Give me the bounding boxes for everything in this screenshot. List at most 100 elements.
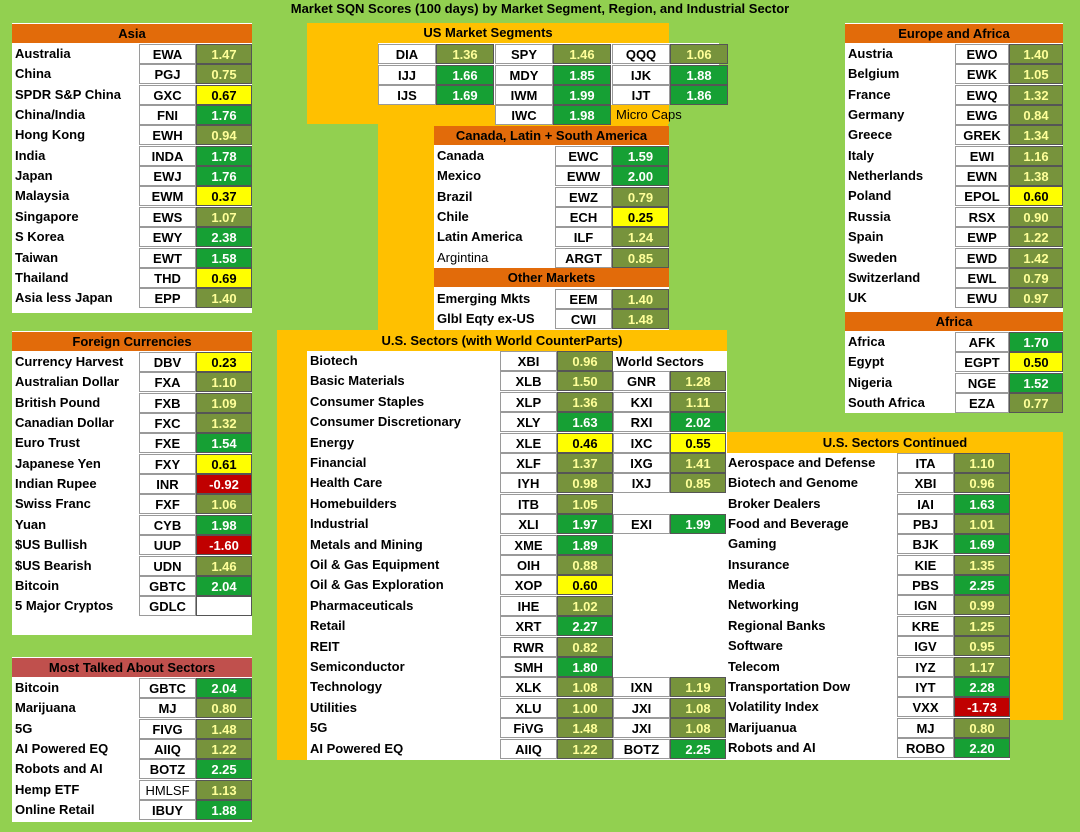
row-name: Aerospace and Defense (728, 455, 876, 470)
row-name: Bitcoin (15, 577, 60, 593)
ticker-cell: IJJ (378, 64, 436, 85)
ticker-cell: EWH (139, 125, 196, 146)
ticker-cell: AIIQ (139, 739, 196, 760)
ticker-cell: FXB (139, 392, 196, 413)
ticker-cell: GDLC (139, 596, 196, 617)
world-value-cell: 1.41 (670, 453, 726, 473)
sqn-value-cell: 1.86 (670, 85, 728, 105)
sqn-value-cell: 2.25 (954, 575, 1010, 596)
sqn-value-cell: 2.00 (612, 166, 669, 187)
row-name: Malaysia (15, 188, 70, 204)
row-name: Marijuana (15, 700, 76, 716)
world-ticker-cell: GNR (613, 371, 670, 392)
sqn-value-cell: -1.73 (954, 697, 1010, 718)
sqn-value-cell: 0.80 (196, 698, 252, 719)
sqn-value-cell: 0.67 (196, 84, 252, 105)
ticker-cell: UUP (139, 535, 196, 556)
world-ticker-cell: IXJ (613, 473, 670, 494)
sqn-value-cell: 0.84 (1009, 105, 1063, 126)
world-ticker-cell: IXC (613, 432, 670, 453)
ticker-cell: GREK (955, 125, 1009, 146)
sqn-value-cell: 1.42 (1009, 247, 1063, 268)
row-name: $US Bullish (15, 537, 88, 553)
sector-name: Basic Materials (310, 373, 405, 389)
sqn-value-cell: 1.98 (553, 105, 611, 125)
sqn-value-cell: 0.99 (954, 595, 1010, 616)
row-name: Indian Rupee (15, 476, 97, 492)
ticker-cell: XOP (500, 575, 557, 596)
sqn-value-cell: 2.20 (954, 737, 1010, 758)
ticker-cell: PBS (897, 575, 954, 596)
sqn-value-cell: 1.05 (1009, 64, 1063, 85)
sqn-value-cell: 2.38 (196, 227, 252, 248)
sqn-value-cell: 2.04 (196, 678, 252, 698)
sqn-value-cell: 1.66 (436, 64, 494, 85)
ticker-cell: RSX (955, 206, 1009, 227)
sqn-value-cell: 1.40 (612, 289, 669, 309)
ticker-cell: XRT (500, 616, 557, 637)
world-ticker-cell: JXI (613, 697, 670, 718)
world-ticker-cell: KXI (613, 391, 670, 412)
row-name: Canada (437, 148, 484, 163)
row-name: Japanese Yen (15, 455, 101, 471)
ticker-cell: EWL (955, 267, 1009, 288)
sqn-value-cell: 1.99 (553, 85, 611, 105)
sqn-value-cell: 1.48 (557, 718, 613, 739)
ticker-cell: EWM (139, 186, 196, 207)
row-name: Bitcoin (15, 680, 60, 695)
ticker-cell: PBJ (897, 514, 954, 535)
sqn-value-cell: 0.23 (196, 352, 252, 372)
sqn-value-cell: 1.06 (196, 494, 252, 515)
sqn-value-cell: 0.94 (196, 125, 252, 146)
sqn-value-cell: 1.63 (557, 412, 613, 433)
row-name: Spain (848, 229, 884, 245)
sqn-value-cell: 1.63 (954, 493, 1010, 514)
sqn-value-cell: 1.02 (557, 595, 613, 616)
row-name: France (848, 86, 891, 102)
other-markets-header: Other Markets (434, 268, 669, 287)
ticker-cell: EWZ (555, 186, 612, 207)
currencies-header: Foreign Currencies (12, 332, 252, 351)
row-name: Insurance (728, 556, 790, 572)
row-name: Africa (848, 334, 885, 349)
ticker-cell: NGE (955, 372, 1009, 393)
world-ticker-cell: BOTZ (613, 738, 670, 759)
row-name: Taiwan (15, 249, 59, 265)
row-name: AI Powered EQ (15, 741, 109, 757)
row-name: Currency Harvest (15, 354, 124, 369)
row-name: SPDR S&P China (15, 86, 121, 102)
row-name: Broker Dealers (728, 495, 821, 511)
world-ticker-cell: RXI (613, 412, 670, 433)
ticker-cell: UDN (139, 555, 196, 576)
world-value-cell: 1.11 (670, 391, 726, 412)
ticker-cell: XLE (500, 432, 557, 453)
ticker-cell: DIA (378, 44, 436, 64)
row-name: Egypt (848, 354, 885, 370)
ticker-cell: XBI (897, 473, 954, 494)
ticker-cell: XLF (500, 453, 557, 473)
sqn-value-cell: 1.48 (196, 718, 252, 739)
sqn-value-cell: -0.92 (196, 474, 252, 495)
ticker-cell: EWO (955, 44, 1009, 64)
row-name: 5 Major Cryptos (15, 598, 114, 614)
row-name: Marijuanua (728, 719, 797, 735)
sector-name: Biotech (310, 353, 358, 368)
row-name: Netherlands (848, 168, 924, 184)
row-name: Hemp ETF (15, 781, 80, 797)
europe-africa-header: Europe and Africa (845, 24, 1063, 43)
sqn-value-cell: 0.96 (954, 473, 1010, 494)
ticker-cell: OIH (500, 555, 557, 575)
sqn-value-cell: 0.95 (954, 636, 1010, 657)
world-value-cell: 2.02 (670, 412, 726, 433)
row-name: Poland (848, 188, 892, 204)
world-value-cell: 1.99 (670, 514, 726, 535)
ticker-cell: BJK (897, 534, 954, 555)
ticker-cell: FiVG (500, 718, 557, 739)
row-name: Networking (728, 597, 799, 613)
row-name: Hong Kong (15, 127, 86, 143)
ticker-cell: CWI (555, 309, 612, 330)
row-name: Latin America (437, 229, 523, 245)
ticker-cell: IYZ (897, 656, 954, 677)
sqn-value-cell: 1.38 (1009, 166, 1063, 187)
row-name: Nigeria (848, 374, 893, 390)
